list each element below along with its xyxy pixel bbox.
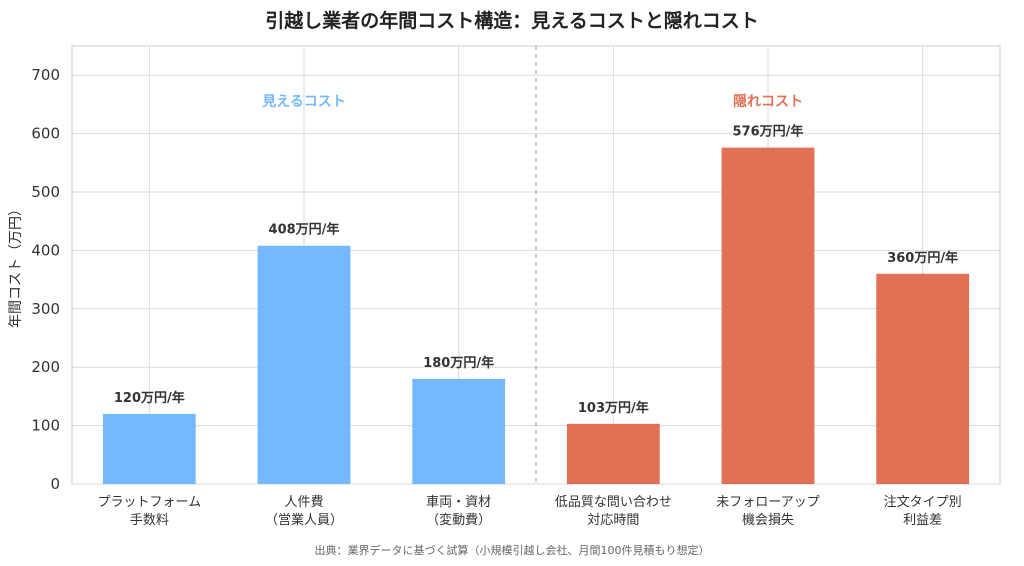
bar xyxy=(876,273,970,484)
bar xyxy=(566,423,660,484)
x-tick-label: 対応時間 xyxy=(587,513,639,528)
y-tick-label: 400 xyxy=(31,241,60,259)
bar xyxy=(721,147,815,484)
y-tick-label: 700 xyxy=(31,66,60,84)
y-axis-label: 年間コスト（万円） xyxy=(8,202,24,328)
x-tick-label: （営業人員） xyxy=(265,512,343,528)
y-tick-label: 500 xyxy=(31,183,60,201)
data-label: 120万円/年 xyxy=(114,390,185,406)
y-tick-label: 100 xyxy=(31,417,60,435)
y-tick-label: 300 xyxy=(31,300,60,318)
bar xyxy=(257,245,351,484)
data-label: 103万円/年 xyxy=(578,400,649,416)
source-note: 出典：業界データに基づく試算（小規模引越し会社、月間100件見積もり想定） xyxy=(314,544,710,557)
x-tick-label: 未フォローアップ xyxy=(716,495,819,510)
group-label: 隠れコスト xyxy=(733,93,803,110)
bar xyxy=(412,378,506,484)
data-label: 408万円/年 xyxy=(269,222,340,238)
group-label: 見えるコスト xyxy=(261,94,346,110)
x-tick-label: 手数料 xyxy=(130,513,169,528)
data-label: 576万円/年 xyxy=(733,124,804,140)
data-label: 360万円/年 xyxy=(887,250,958,266)
x-tick-label: 注文タイプ別 xyxy=(884,495,962,510)
x-tick-label: 利益差 xyxy=(903,513,942,528)
x-tick-label: 人件費 xyxy=(284,495,323,510)
x-tick-label: プラットフォーム xyxy=(98,495,202,510)
y-tick-label: 200 xyxy=(31,358,60,376)
y-tick-label: 600 xyxy=(31,125,60,143)
x-tick-label: 機会損失 xyxy=(742,513,794,528)
x-tick-label: 低品質な問い合わせ xyxy=(555,495,672,510)
y-tick-label: 0 xyxy=(50,475,60,493)
x-tick-label: （変動費） xyxy=(426,512,491,528)
data-label: 180万円/年 xyxy=(423,355,494,371)
x-tick-label: 車両・資材 xyxy=(426,495,491,510)
bar xyxy=(102,413,196,484)
chart-title: 引越し業者の年間コスト構造：見えるコストと隠れコスト xyxy=(265,10,759,32)
